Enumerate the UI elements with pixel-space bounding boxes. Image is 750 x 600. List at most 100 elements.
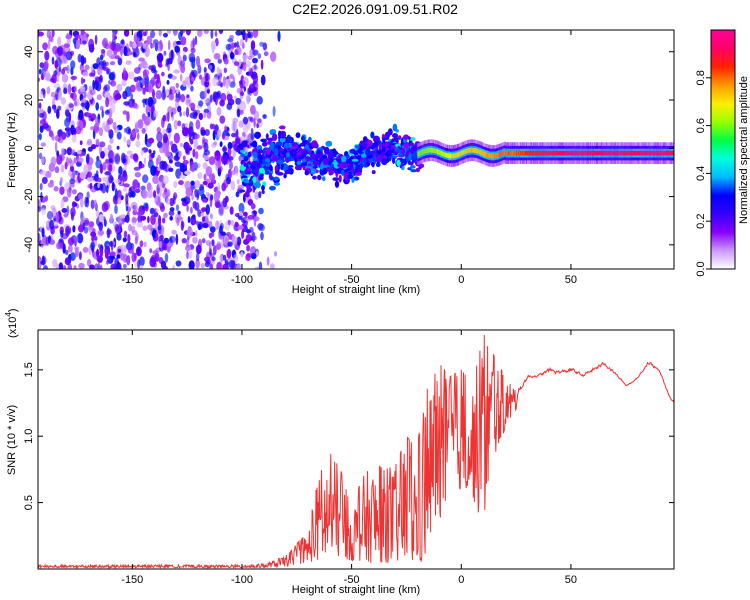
heatmap-cell <box>246 60 251 68</box>
heatmap-cell <box>208 64 213 70</box>
heatmap-cell <box>126 51 134 56</box>
heatmap-cell <box>102 66 109 72</box>
heatmap-cell <box>250 142 255 147</box>
heatmap-cell <box>208 220 213 229</box>
heatmap-cell <box>110 41 116 51</box>
heatmap-cell <box>39 170 47 176</box>
heatmap-cell <box>164 252 169 263</box>
heatmap-cell <box>51 56 55 65</box>
heatmap-cell <box>146 190 154 199</box>
heatmap-cell <box>49 219 54 230</box>
heatmap-cell <box>90 241 95 251</box>
heatmap-cell <box>143 202 149 209</box>
heatmap-cell <box>198 100 204 107</box>
heatmap-cell <box>636 150 638 156</box>
heatmap-cell <box>252 169 258 174</box>
heatmap-cell <box>54 141 58 153</box>
heatmap-cell <box>304 156 311 162</box>
heatmap-cell <box>401 147 405 155</box>
heatmap-cell <box>347 174 353 180</box>
heatmap-cell <box>269 165 273 172</box>
heatmap-cell <box>235 263 242 269</box>
heatmap-cell <box>575 150 577 156</box>
heatmap-cell <box>528 150 531 156</box>
heatmap-cell <box>644 150 646 156</box>
heatmap-cell <box>177 210 181 215</box>
heatmap-cell <box>65 130 71 138</box>
heatmap-cell <box>180 36 187 46</box>
heatmap-cell <box>175 233 179 245</box>
heatmap-cell <box>195 244 202 255</box>
heatmap-cell <box>152 150 156 155</box>
heatmap-cell <box>152 175 160 185</box>
heatmap-cell <box>252 151 258 159</box>
heatmap-cell <box>197 30 203 37</box>
heatmap-cell <box>270 51 277 62</box>
heatmap-cell <box>184 170 191 175</box>
x-tick-label: -50 <box>344 574 360 586</box>
heatmap-cell <box>242 54 249 60</box>
heatmap-cell <box>632 150 634 156</box>
heatmap-cell <box>373 135 380 143</box>
heatmap-cell <box>597 150 599 156</box>
heatmap-cell <box>621 150 623 156</box>
heatmap-cell <box>482 151 484 156</box>
heatmap-cell <box>43 265 48 269</box>
heatmap-cell <box>634 150 636 156</box>
heatmap-cell <box>85 198 89 204</box>
heatmap-cell <box>90 117 94 122</box>
heatmap-cell <box>614 150 616 156</box>
heatmap-cell <box>213 141 218 146</box>
heatmap-cell <box>199 74 202 80</box>
heatmap-cell <box>242 124 249 133</box>
colorbar: 0.0 0.2 0.4 0.6 0.8 Normalized spectral ampl… <box>695 29 750 277</box>
heatmap-cell <box>181 238 187 244</box>
heatmap-cell <box>227 219 231 226</box>
heatmap-cell <box>157 196 161 203</box>
heatmap-cell <box>338 174 342 183</box>
heatmap-cell <box>99 264 103 269</box>
heatmap-cell <box>465 148 467 154</box>
heatmap-cell <box>269 263 275 269</box>
heatmap-cell <box>84 217 90 225</box>
heatmap-cell <box>247 215 254 220</box>
heatmap-cell <box>246 166 252 172</box>
heatmap-cell <box>229 160 233 170</box>
heatmap-cell <box>87 176 94 182</box>
heatmap-cell <box>425 148 427 154</box>
heatmap-cell <box>265 133 269 140</box>
heatmap-cell <box>654 150 656 156</box>
heatmap-cell <box>90 199 95 210</box>
heatmap-cell <box>53 70 58 76</box>
heatmap-cell <box>111 151 115 163</box>
heatmap-cell <box>494 153 496 159</box>
heatmap-cell <box>231 121 238 133</box>
heatmap-cell <box>294 165 301 171</box>
x-tick-label: -50 <box>344 274 360 286</box>
heatmap-cell <box>80 102 86 107</box>
heatmap-cell <box>258 207 264 215</box>
heatmap-cell <box>322 167 328 175</box>
heatmap-cell <box>243 163 248 167</box>
heatmap-cell <box>250 132 255 141</box>
heatmap-cell <box>304 170 309 176</box>
heatmap-cell <box>145 41 149 52</box>
heatmap-cell <box>243 193 246 203</box>
heatmap-cell <box>312 175 317 180</box>
heatmap-cell <box>87 171 93 178</box>
heatmap-cell <box>101 202 109 213</box>
heatmap-cell <box>635 150 637 156</box>
heatmap-cell <box>69 252 76 261</box>
heatmap-cell <box>665 150 667 156</box>
heatmap-cell <box>99 141 106 148</box>
heatmap-cell <box>134 103 139 110</box>
heatmap-cell <box>105 97 109 108</box>
heatmap-cell <box>134 123 138 134</box>
heatmap-cell <box>493 153 495 159</box>
heatmap-cell <box>140 215 147 221</box>
heatmap-cell <box>88 114 92 122</box>
heatmap-cell <box>269 141 275 150</box>
heatmap-cell <box>510 150 512 156</box>
heatmap-cell <box>517 150 519 156</box>
heatmap-cell <box>423 149 425 155</box>
